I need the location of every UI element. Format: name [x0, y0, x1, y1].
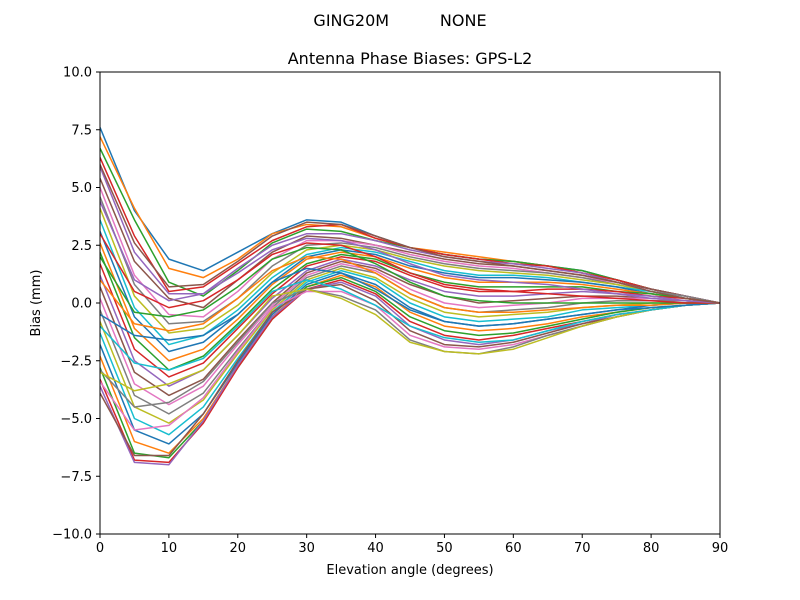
series-line-20 [100, 269, 720, 436]
y-axis-label: Bias (mm) [29, 270, 44, 337]
y-tick-label: −5.0 [60, 412, 92, 427]
series-line-14 [100, 256, 720, 378]
series-line-9 [100, 208, 720, 334]
series-line-36 [100, 164, 720, 304]
x-tick-label: 90 [712, 541, 729, 556]
series-lines [100, 127, 720, 466]
x-tick-label: 40 [367, 541, 384, 556]
x-tick-label: 70 [574, 541, 591, 556]
y-tick-label: −10.0 [52, 528, 92, 543]
y-tick-label: −7.5 [60, 470, 92, 485]
series-line-1 [100, 127, 720, 304]
chart-title: Antenna Phase Biases: GPS-L2 [288, 49, 533, 68]
series-line-35 [100, 201, 720, 304]
series-line-12 [100, 242, 720, 362]
series-line-34 [100, 233, 720, 309]
series-line-29 [100, 288, 720, 392]
series-line-11 [100, 231, 720, 353]
x-tick-label: 10 [161, 541, 178, 556]
x-tick-label: 60 [505, 541, 522, 556]
x-tick-label: 20 [230, 541, 247, 556]
series-line-30 [100, 279, 720, 371]
y-tick-label: 2.5 [71, 239, 92, 254]
series-line-2 [100, 136, 720, 304]
y-tick-label: 10.0 [63, 66, 92, 81]
x-tick-label: 50 [436, 541, 453, 556]
y-tick-label: 0.0 [71, 297, 92, 312]
y-tick-label: 5.0 [71, 181, 92, 196]
x-axis-label: Elevation angle (degrees) [326, 563, 493, 578]
x-tick-label: 80 [643, 541, 660, 556]
y-tick-label: −2.5 [60, 354, 92, 369]
figure-suptitle: GING20M NONE [313, 11, 486, 30]
y-tick-label: 7.5 [71, 123, 92, 138]
series-line-16 [100, 260, 720, 397]
plot-area: 0 10 20 30 40 50 60 70 80 90 −10.0 −7.5 −5.0 −2.5 0.0 2… [52, 66, 728, 557]
x-tick-label: 30 [298, 541, 315, 556]
series-line-32 [100, 256, 720, 332]
x-tick-label: 0 [96, 541, 104, 556]
series-line-31 [100, 267, 720, 341]
series-line-33 [100, 246, 720, 318]
series-line-4 [100, 157, 720, 304]
